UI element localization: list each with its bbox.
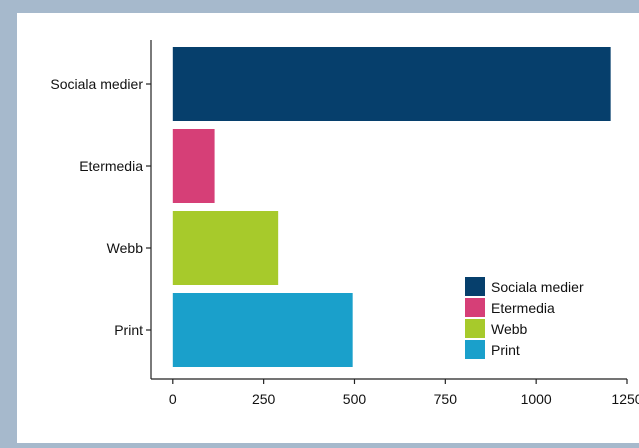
x-tick-label-750: 750 [434, 391, 458, 407]
x-tick-label-500: 500 [343, 391, 367, 407]
bar-etermedia [172, 129, 215, 203]
x-tick-label-1000: 1000 [521, 391, 552, 407]
legend-label-webb: Webb [491, 321, 528, 337]
legend-label-print: Print [491, 342, 520, 358]
bar-chart: Sociala medier Etermedia Webb Print 0 250 500… [50, 40, 639, 407]
chart-panel: Sociala medier Etermedia Webb Print 0 250 500… [17, 13, 639, 443]
y-ticks-group: Sociala medier Etermedia Webb Print [50, 76, 151, 338]
bar-sociala-medier [172, 47, 611, 121]
x-tick-label-250: 250 [252, 391, 276, 407]
legend-label-etermedia: Etermedia [491, 300, 555, 316]
axes-group [150, 40, 627, 380]
y-tick-label-webb: Webb [107, 240, 144, 256]
legend-label-sociala-medier: Sociala medier [491, 279, 584, 295]
bar-print [172, 293, 353, 367]
legend-swatch-webb [465, 319, 485, 338]
x-tick-label-0: 0 [169, 391, 177, 407]
legend-swatch-print [465, 340, 485, 359]
legend-swatch-sociala-medier [465, 277, 485, 296]
bar-webb [172, 211, 279, 285]
legend: Sociala medier Etermedia Webb Print [465, 277, 584, 359]
y-tick-label-print: Print [114, 322, 143, 338]
x-tick-label-1250: 1250 [611, 391, 639, 407]
x-ticks-group: 0 250 500 750 1000 1250 [169, 379, 639, 407]
bars-group [172, 47, 611, 367]
y-tick-label-sociala-medier: Sociala medier [50, 76, 143, 92]
y-tick-label-etermedia: Etermedia [79, 158, 143, 174]
legend-swatch-etermedia [465, 298, 485, 317]
